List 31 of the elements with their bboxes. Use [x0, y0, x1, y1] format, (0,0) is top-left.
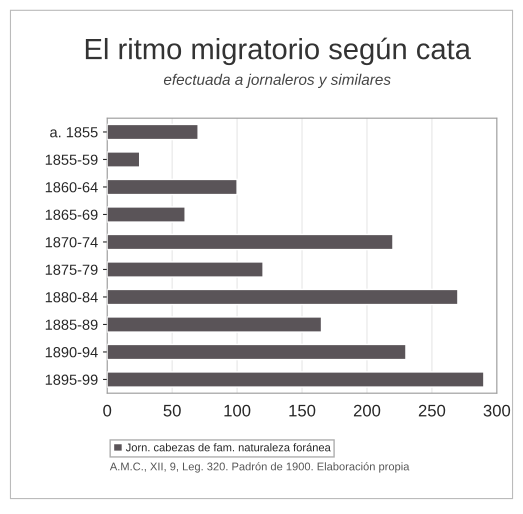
bar — [107, 206, 186, 223]
x-tick-label: 250 — [418, 404, 446, 417]
y-tick-label: 1880-84 — [46, 292, 98, 302]
x-tick-label: 100 — [224, 404, 250, 417]
bar — [107, 288, 459, 306]
bar — [107, 371, 485, 388]
y-tick-label: 1875-79 — [46, 264, 98, 275]
y-tick-label: 1895-99 — [46, 374, 98, 385]
x-tick-label: 300 — [484, 404, 510, 417]
x-tick-label: 50 — [164, 404, 181, 417]
bar — [107, 151, 140, 168]
x-tick-label: 200 — [354, 404, 380, 417]
x-tick-label: 0 — [103, 404, 112, 417]
bar — [107, 178, 238, 196]
chart-subtitle: efectuada a jornaleros y similares — [164, 74, 391, 88]
y-tick-label: 1865-69 — [46, 210, 98, 220]
text: A.M.C., XII, 9, Leg. 320. Padrón de 1900. Elaboración propia — [110, 462, 410, 473]
chart-title: El ritmo migratorio según cata — [86, 38, 471, 66]
bar — [107, 344, 407, 360]
y-tick-label: 1855-59 — [46, 154, 98, 165]
y-tick-label: a. 1855 — [50, 127, 98, 138]
legend-label: Jorn. cabezas de fam. naturaleza foránea — [126, 443, 331, 452]
y-tick-label: 1885-89 — [46, 320, 98, 330]
y-tick-label: 1860-64 — [46, 182, 98, 192]
bar — [107, 261, 264, 278]
y-tick-label: 1890-94 — [46, 347, 98, 358]
bar — [107, 234, 394, 250]
bar — [107, 316, 322, 333]
bar — [107, 124, 199, 140]
x-tick-label: 150 — [289, 404, 316, 417]
y-tick-label: 1870-74 — [46, 237, 98, 248]
